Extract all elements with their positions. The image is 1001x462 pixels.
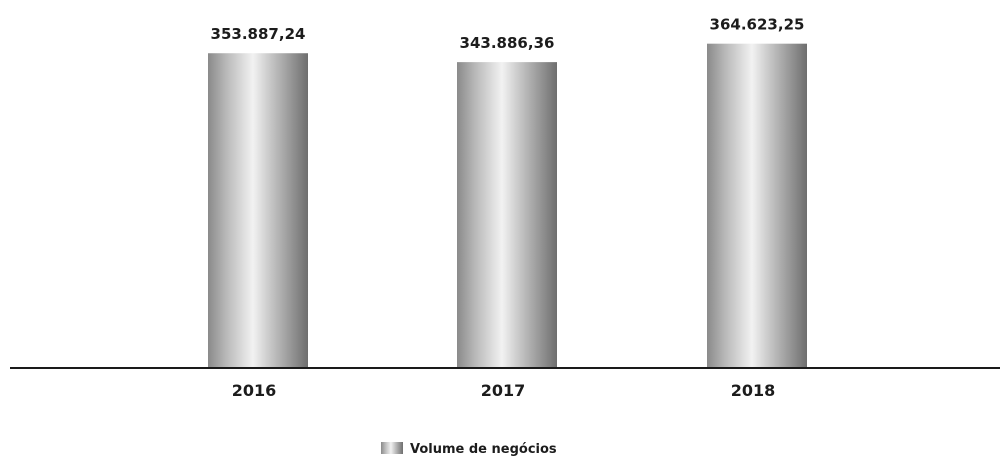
bar-2017	[457, 62, 557, 368]
x-tick-label-2018: 2018	[731, 381, 776, 400]
legend: Volume de negócios	[381, 442, 557, 457]
bar-2016	[208, 53, 308, 368]
value-labels-layer: 353.887,24 343.886,36 364.623,25	[211, 16, 805, 52]
value-label-2018: 364.623,25	[710, 16, 805, 34]
value-label-2017: 343.886,36	[460, 34, 555, 52]
x-tick-labels-layer: 2016 2017 2018	[232, 381, 776, 400]
legend-swatch	[381, 442, 403, 454]
value-label-2016: 353.887,24	[211, 25, 306, 43]
legend-label: Volume de negócios	[410, 442, 557, 457]
bar-2018	[707, 43, 807, 368]
x-tick-label-2016: 2016	[232, 381, 277, 400]
x-tick-label-2017: 2017	[481, 381, 526, 400]
bars-layer	[208, 43, 807, 368]
